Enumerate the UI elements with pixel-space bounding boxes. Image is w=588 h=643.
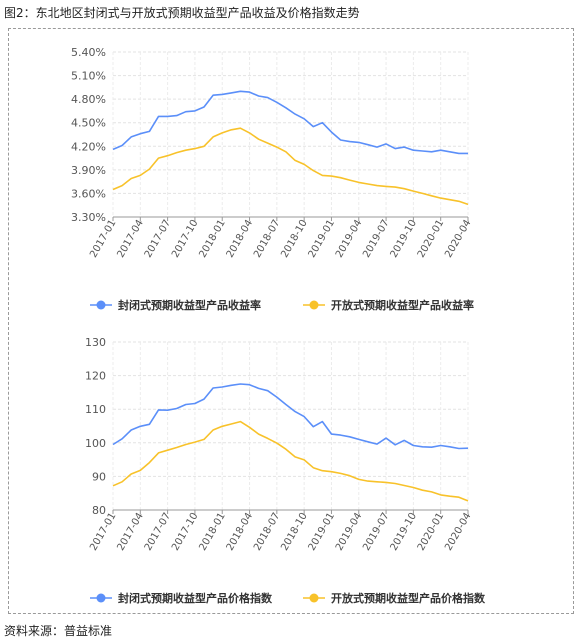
chart-frame: [8, 28, 574, 614]
x-tick-label: 2019-10: [389, 218, 419, 260]
x-tick-label: 2018-10: [279, 218, 309, 260]
chart-2: 80901001101201302017-012017-042017-07201…: [85, 336, 486, 605]
y-tick-label: 4.80%: [71, 93, 106, 106]
y-tick-label: 80: [92, 504, 106, 517]
x-tick-label: 2017-01: [88, 511, 118, 553]
x-tick-label: 2019-07: [361, 511, 391, 553]
x-tick-label: 2017-04: [115, 218, 145, 260]
y-tick-label: 5.40%: [71, 46, 106, 59]
x-tick-label: 2018-07: [252, 218, 282, 260]
series-line-2: [112, 127, 469, 206]
y-tick-label: 120: [85, 370, 106, 383]
series-line-1: [112, 383, 469, 450]
y-tick-label: 90: [92, 470, 106, 483]
legend-label: 封闭式预期收益型产品收益率: [118, 298, 261, 312]
x-tick-label: 2020-01: [416, 218, 446, 260]
chart-1: 3.30% 3.60% 3.90% 4.20% 4.50% 4.80% 5.10% 5.40%…: [71, 46, 474, 312]
legend-item-1[interactable]: 封闭式预期收益型产品收益率: [90, 298, 261, 312]
y-tick-label: 4.20%: [71, 140, 106, 153]
x-tick-label: 2019-01: [307, 511, 337, 553]
x-tick-label: 2020-01: [416, 511, 446, 553]
x-tick-label: 2017-07: [143, 218, 173, 260]
y-tick-label: 3.30%: [71, 211, 106, 224]
legend-marker: [309, 300, 319, 310]
legend-label: 开放式预期收益型产品价格指数: [331, 591, 486, 605]
x-tick-label: 2019-10: [389, 511, 419, 553]
legend-item-2[interactable]: 开放式预期收益型产品价格指数: [303, 591, 486, 605]
x-tick-label: 2017-04: [115, 511, 145, 553]
x-tick-label: 2019-07: [361, 218, 391, 260]
legend-marker: [96, 593, 106, 603]
x-tick-label: 2017-01: [88, 218, 118, 260]
x-tick-label: 2017-07: [143, 511, 173, 553]
y-tick-label: 4.50%: [71, 117, 106, 130]
figure-title: 图2：东北地区封闭式与开放式预期收益型产品收益及价格指数走势: [4, 6, 360, 20]
x-tick-label: 2018-10: [279, 511, 309, 553]
x-tick-label: 2019-04: [334, 218, 364, 260]
legend-marker: [96, 300, 106, 310]
legend-marker: [309, 593, 319, 603]
x-tick-label: 2020-04: [443, 511, 473, 553]
y-tick-label: 3.90%: [71, 164, 106, 177]
legend-item-2[interactable]: 开放式预期收益型产品收益率: [303, 298, 474, 312]
legend-label: 开放式预期收益型产品收益率: [331, 298, 474, 312]
series-line-1: [112, 90, 468, 155]
x-tick-label: 2018-01: [197, 218, 227, 260]
y-tick-label: 100: [85, 437, 106, 450]
y-tick-label: 130: [85, 336, 106, 349]
x-tick-label: 2018-07: [252, 511, 282, 553]
x-tick-label: 2019-04: [334, 511, 364, 553]
series-line-2: [112, 420, 469, 502]
x-tick-label: 2018-04: [225, 218, 255, 260]
x-tick-label: 2020-04: [443, 218, 473, 260]
legend-label: 封闭式预期收益型产品价格指数: [118, 591, 273, 605]
x-tick-label: 2018-01: [197, 511, 227, 553]
y-tick-label: 5.10%: [71, 70, 106, 83]
x-tick-label: 2017-10: [170, 218, 200, 260]
x-tick-label: 2019-01: [307, 218, 337, 260]
x-tick-label: 2018-04: [225, 511, 255, 553]
y-tick-label: 3.60%: [71, 187, 106, 200]
source-note: 资料来源：普益标准: [4, 624, 113, 638]
x-tick-label: 2017-10: [170, 511, 200, 553]
legend-item-1[interactable]: 封闭式预期收益型产品价格指数: [90, 591, 273, 605]
y-tick-label: 110: [85, 403, 106, 416]
